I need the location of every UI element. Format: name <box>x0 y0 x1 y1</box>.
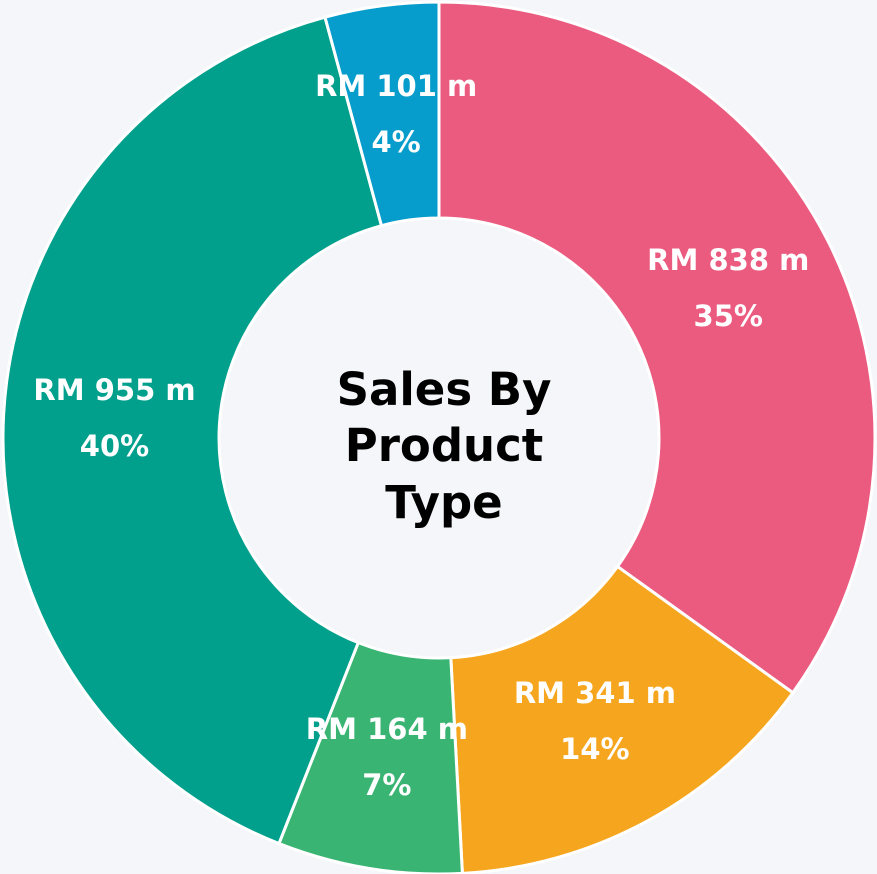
donut-slice <box>449 564 795 874</box>
chart-title: Sales By Product Type <box>336 363 552 529</box>
percentage-label: 35% <box>694 299 763 333</box>
donut-slice <box>437 0 877 695</box>
value-label: RM 341 m <box>514 676 676 710</box>
percentage-label: 7% <box>362 768 411 802</box>
percentage-label: 40% <box>80 429 149 463</box>
value-label: RM 838 m <box>647 243 809 277</box>
value-label: RM 955 m <box>33 373 195 407</box>
donut-slice <box>1 15 384 846</box>
donut-slice <box>323 0 441 228</box>
value-label: RM 101 m <box>315 69 477 103</box>
percentage-label: 4% <box>372 125 421 159</box>
percentage-label: 14% <box>560 732 629 766</box>
value-label: RM 164 m <box>306 712 468 746</box>
